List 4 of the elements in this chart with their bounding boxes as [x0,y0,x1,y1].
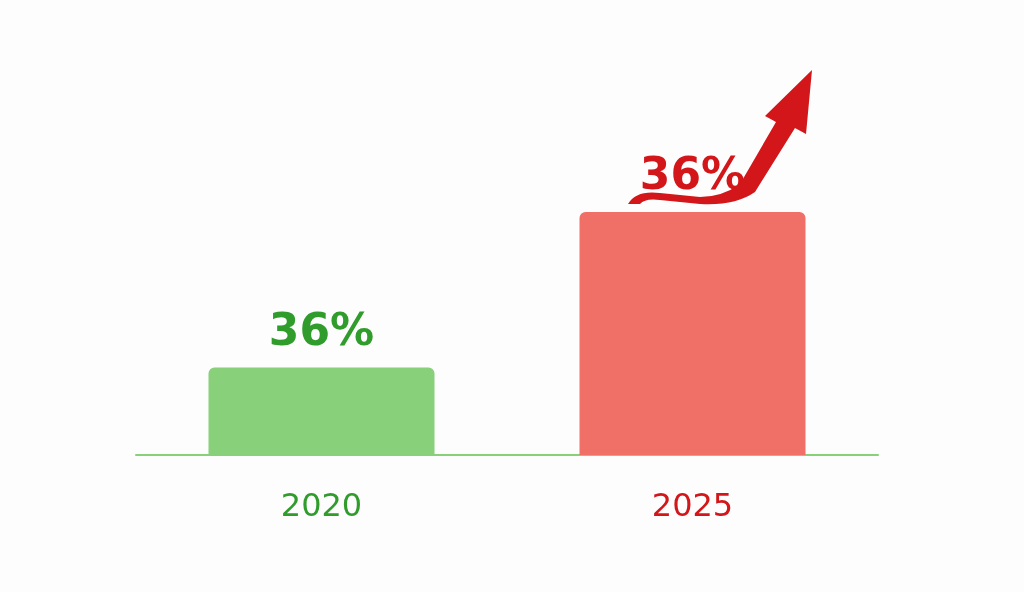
x-tick-label: 2020 [280,486,363,524]
text: 36% [639,148,746,200]
x-tick-label: 2025 [651,486,734,524]
annotation: 36% [268,303,375,355]
